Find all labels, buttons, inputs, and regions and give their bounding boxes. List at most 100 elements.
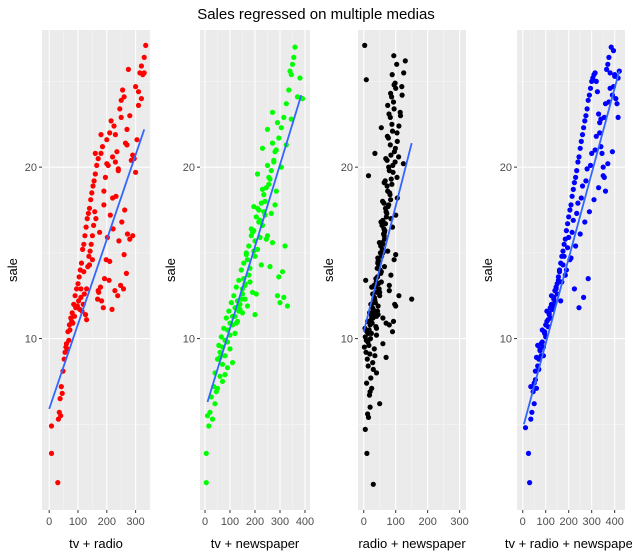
data-point bbox=[256, 219, 262, 225]
data-point bbox=[81, 291, 87, 297]
data-point bbox=[539, 327, 545, 333]
y-axis-label: sale bbox=[480, 258, 495, 282]
panel-1: 0 100 200 300 10 20 tv + radio sale bbox=[5, 30, 151, 551]
data-point bbox=[116, 238, 122, 244]
data-point bbox=[84, 286, 90, 292]
data-point bbox=[203, 480, 209, 486]
data-point bbox=[251, 204, 257, 210]
data-point bbox=[272, 149, 278, 155]
data-point bbox=[599, 150, 605, 156]
data-point bbox=[121, 252, 127, 258]
data-point bbox=[130, 233, 136, 239]
data-point bbox=[399, 84, 405, 90]
panel-background bbox=[517, 30, 625, 510]
data-point bbox=[535, 342, 541, 348]
data-point bbox=[545, 317, 551, 323]
x-tick-label: 200 bbox=[418, 516, 436, 528]
data-point bbox=[252, 312, 258, 318]
data-point bbox=[385, 204, 391, 210]
data-point bbox=[284, 303, 291, 309]
data-point bbox=[370, 366, 376, 372]
data-point bbox=[610, 48, 617, 54]
data-point bbox=[114, 149, 120, 155]
data-point bbox=[607, 85, 613, 91]
data-point bbox=[368, 375, 374, 381]
data-point bbox=[528, 416, 534, 422]
data-point bbox=[219, 361, 226, 367]
data-point bbox=[279, 269, 286, 275]
data-point bbox=[106, 277, 112, 283]
data-point bbox=[110, 195, 116, 201]
data-point bbox=[283, 101, 289, 107]
data-point bbox=[102, 174, 108, 180]
data-point bbox=[392, 145, 398, 151]
data-point bbox=[365, 363, 371, 369]
data-point bbox=[75, 281, 81, 287]
data-point bbox=[570, 217, 576, 223]
data-point bbox=[71, 313, 78, 319]
data-point bbox=[389, 329, 396, 335]
data-point bbox=[118, 282, 124, 288]
panel-2: 0 100 200 300 400 10 20 tv + newspaper sale bbox=[163, 30, 314, 551]
data-point bbox=[70, 320, 76, 326]
y-tick-label: 20 bbox=[341, 162, 353, 174]
data-point bbox=[553, 284, 559, 290]
data-point bbox=[100, 305, 106, 311]
data-point bbox=[85, 210, 91, 216]
data-point bbox=[58, 384, 64, 390]
data-point bbox=[364, 450, 370, 456]
data-point bbox=[579, 132, 586, 138]
data-point bbox=[582, 219, 588, 225]
data-point bbox=[76, 274, 82, 280]
data-point bbox=[48, 450, 55, 456]
data-point bbox=[127, 113, 133, 119]
data-point bbox=[583, 113, 589, 119]
data-point bbox=[231, 293, 237, 299]
data-point bbox=[390, 318, 397, 324]
data-point bbox=[396, 123, 402, 129]
data-point bbox=[587, 85, 594, 91]
data-point bbox=[363, 277, 369, 283]
data-point bbox=[614, 101, 620, 107]
data-point bbox=[244, 257, 251, 263]
regression-line bbox=[523, 70, 621, 425]
data-point bbox=[86, 253, 92, 259]
data-point bbox=[383, 156, 389, 162]
data-point bbox=[115, 166, 121, 172]
data-point bbox=[391, 53, 397, 59]
data-point bbox=[560, 248, 566, 254]
data-point bbox=[253, 214, 259, 220]
data-point bbox=[207, 409, 213, 415]
data-point bbox=[89, 233, 95, 239]
data-point bbox=[565, 221, 571, 227]
data-point bbox=[276, 135, 282, 141]
data-point bbox=[141, 70, 147, 76]
data-point bbox=[372, 150, 378, 156]
data-point bbox=[243, 252, 249, 258]
data-point bbox=[238, 267, 244, 273]
data-point bbox=[98, 150, 104, 156]
data-point bbox=[278, 125, 284, 131]
data-point bbox=[384, 133, 390, 139]
panel-background bbox=[358, 30, 466, 510]
data-point bbox=[380, 341, 386, 347]
data-point bbox=[269, 109, 276, 115]
data-point bbox=[55, 480, 61, 486]
data-point bbox=[92, 150, 98, 156]
data-point bbox=[112, 288, 118, 294]
data-point bbox=[568, 202, 574, 208]
data-point bbox=[397, 109, 403, 115]
data-point bbox=[58, 413, 64, 419]
data-point bbox=[382, 228, 388, 234]
data-point bbox=[561, 253, 567, 259]
panel-3: 0 100 200 300 10 20 radio + newspaper sale bbox=[321, 30, 469, 551]
data-point bbox=[81, 241, 87, 247]
x-tick-label: 0 bbox=[520, 516, 526, 528]
data-point bbox=[90, 183, 96, 189]
x-tick-label: 100 bbox=[537, 516, 555, 528]
data-point bbox=[264, 162, 271, 168]
data-point bbox=[276, 274, 282, 280]
data-point bbox=[217, 349, 223, 355]
data-point bbox=[388, 152, 394, 158]
